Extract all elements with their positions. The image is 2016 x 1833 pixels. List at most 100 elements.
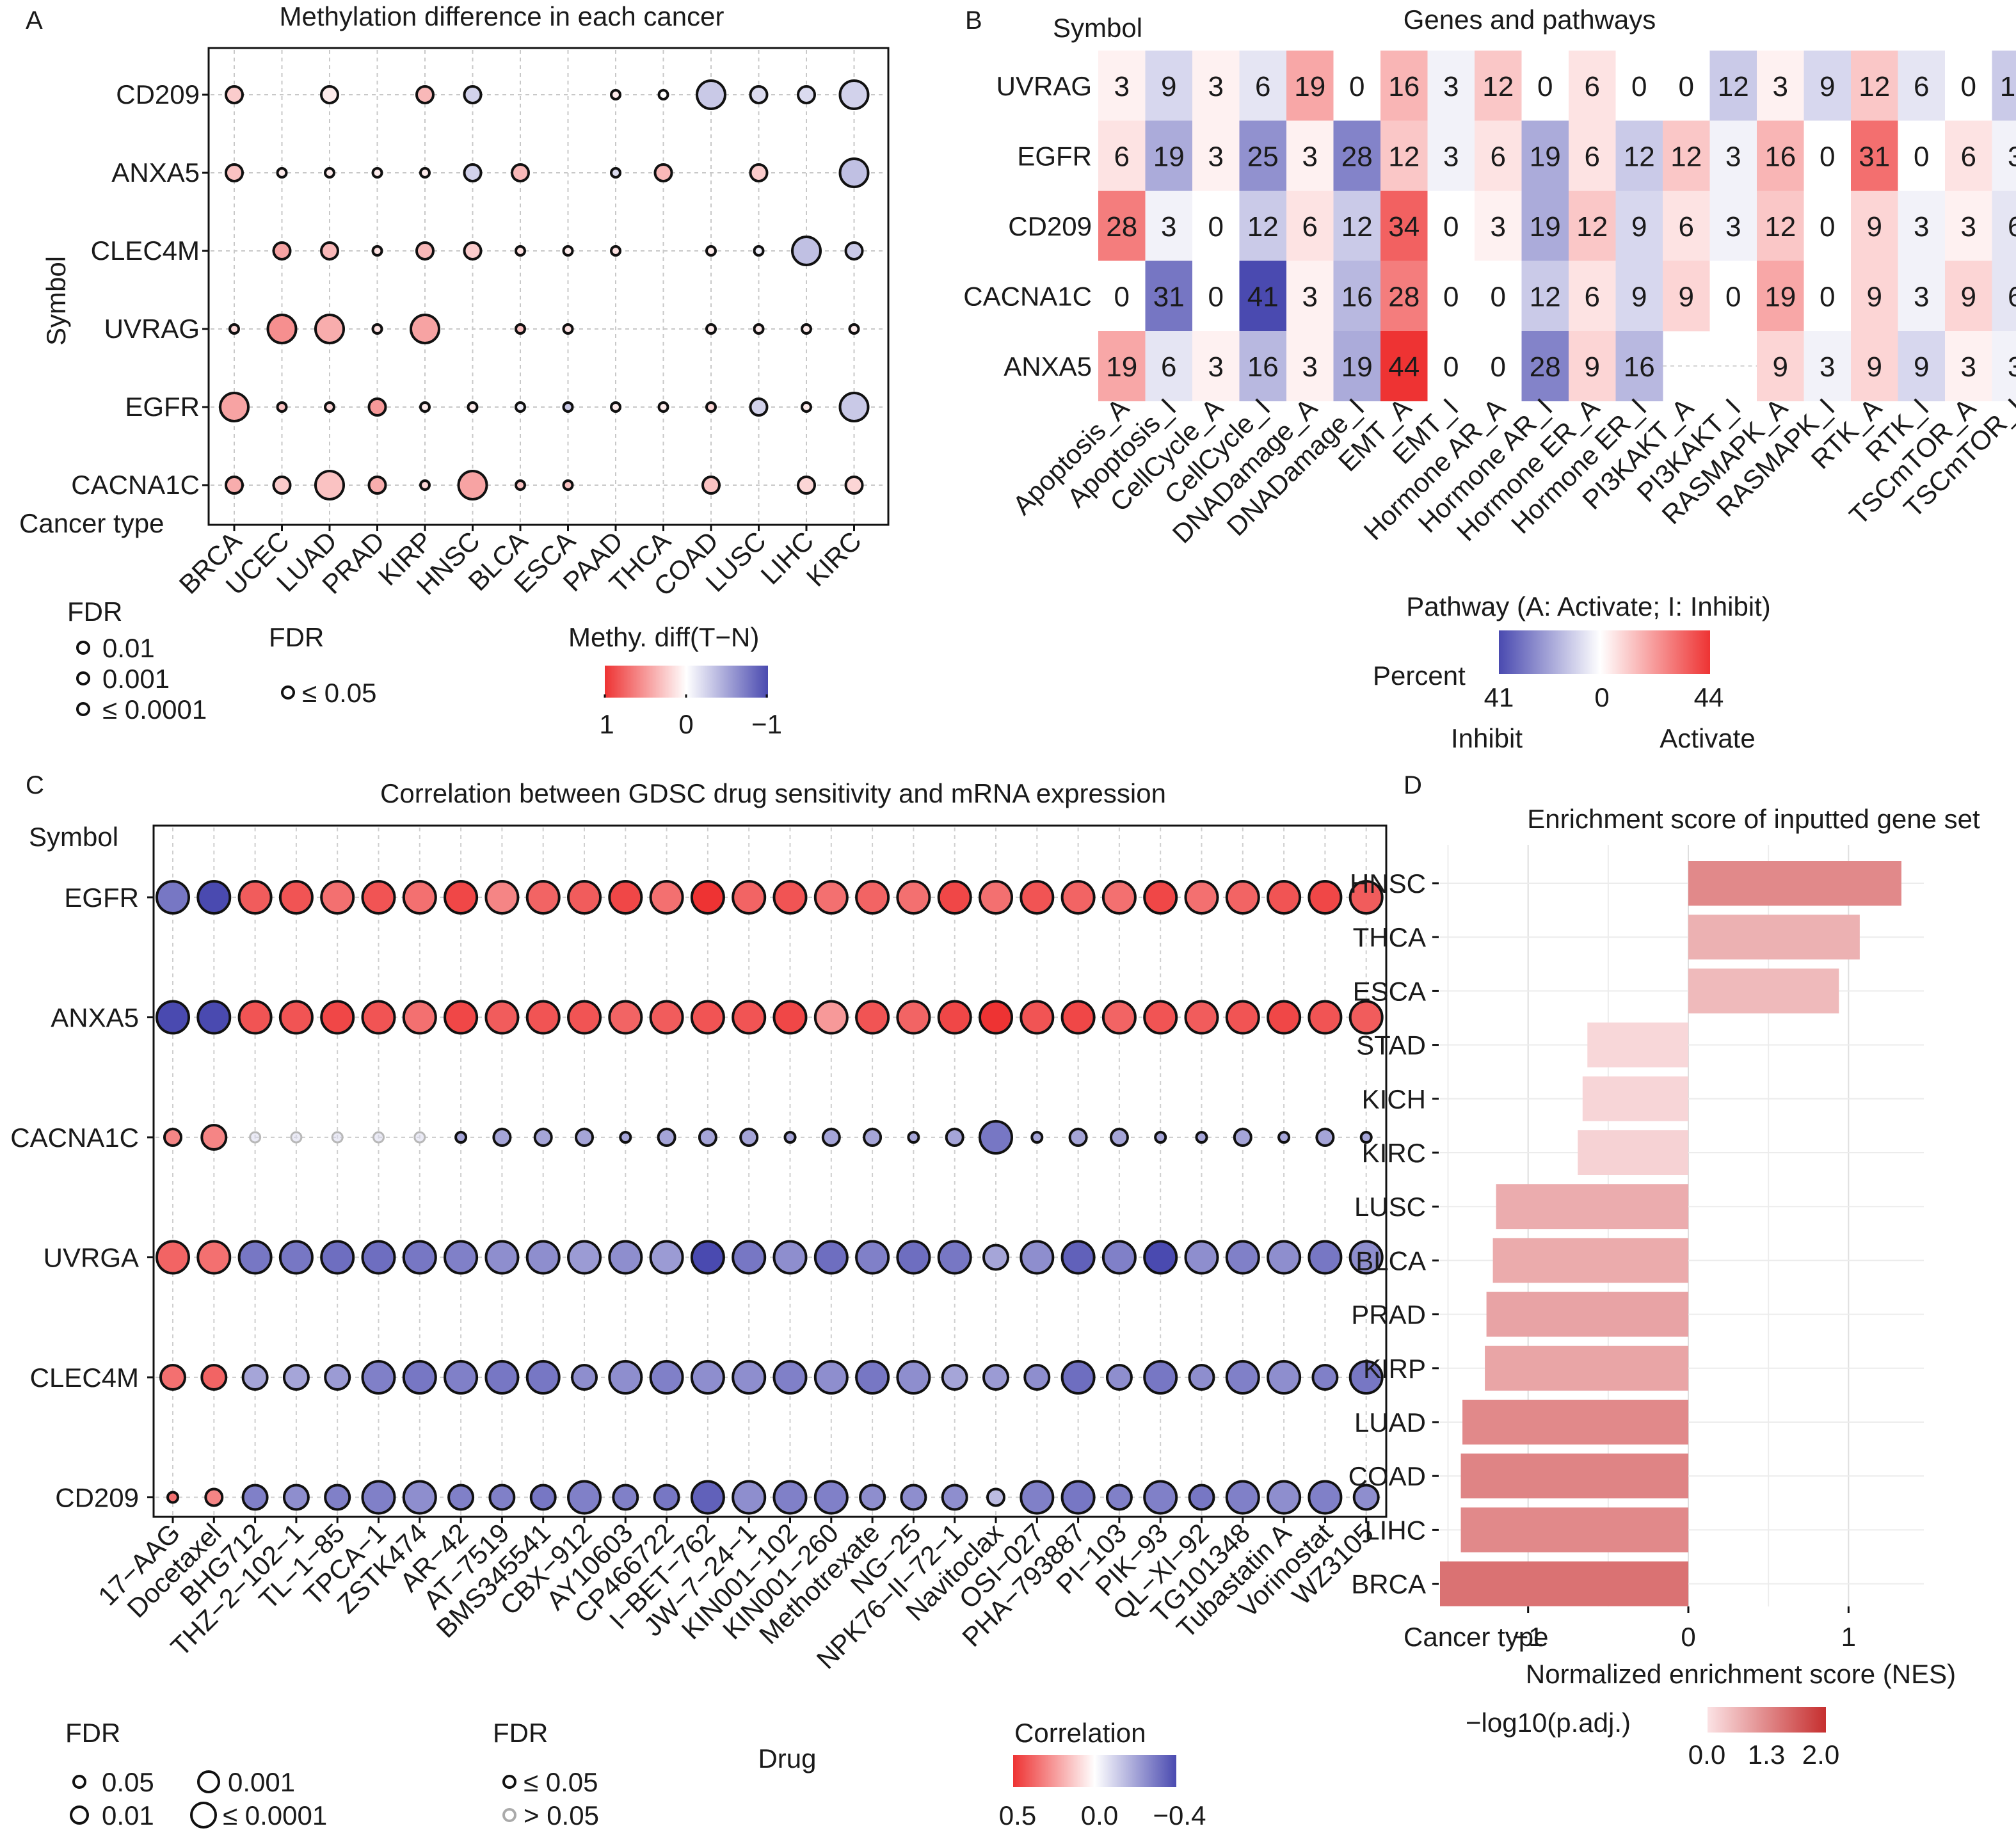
- panel-a-title: Methylation difference in each cancer: [280, 1, 724, 31]
- panel-c-dot: [361, 1000, 396, 1035]
- panel-b-cell: [1333, 331, 1381, 401]
- panel-c-title: Correlation between GDSC drug sensitivit…: [380, 778, 1166, 808]
- panel-b-cell-value: 6: [1302, 211, 1318, 243]
- panel-c-row-label: EGFR: [64, 883, 139, 913]
- panel-c-dot: [156, 1000, 190, 1035]
- panel-a-dot: [272, 241, 292, 260]
- panel-c-dot: [979, 1000, 1013, 1035]
- panel-a: A Methylation difference in each cancer …: [19, 1, 890, 739]
- panel-b-cell: [1475, 191, 1522, 261]
- panel-c-dot: [1188, 1364, 1215, 1391]
- panel-b-cell: [1569, 191, 1616, 261]
- panel-b-row-label: CACNA1C: [963, 281, 1092, 311]
- panel-d-row-labels: HNSC THCA ESCA STAD KICH KIRC LUSC BLCA PRAD KIRP…: [1348, 868, 1439, 1599]
- panel-a-dot: [562, 401, 574, 413]
- panel-a-xlabel: Cancer type: [19, 508, 164, 538]
- panel-d-bar: [1496, 1184, 1689, 1229]
- panel-c-row-label: CD209: [55, 1483, 139, 1513]
- panel-a-dot: [515, 401, 526, 413]
- panel-c-dot: [241, 1364, 269, 1391]
- panel-b-cell-value: 34: [1388, 211, 1420, 243]
- panel-c-dot: [813, 1240, 849, 1275]
- panel-c-dot: [159, 1364, 186, 1391]
- panel-c-dot: [608, 1000, 643, 1035]
- panel-a-dot: [838, 157, 870, 188]
- panel-c-dot: [813, 1480, 849, 1515]
- panel-b-cell: [1898, 51, 1946, 121]
- panel-b-cell-value: 3: [2008, 141, 2016, 172]
- panel-a-dot: [705, 323, 717, 335]
- panel-c-dot: [653, 1484, 680, 1511]
- panel-a-dot: [610, 245, 621, 257]
- panel-b-cell-value: 0: [1961, 71, 1976, 102]
- panel-b-cell-value: 0: [1443, 211, 1459, 243]
- panel-b-cell: [1945, 120, 1992, 191]
- panel-d-colorbar-ticks: 0.0 1.3 2.0: [1688, 1740, 1839, 1770]
- panel-d-x-tick-label: 0: [1681, 1622, 1695, 1652]
- panel-b-cell-value: 12: [1576, 211, 1608, 243]
- panel-c-dot: [204, 1487, 224, 1507]
- panel-a-dot: [562, 245, 574, 257]
- panel-c-xlabel: Drug: [758, 1743, 816, 1773]
- panel-a-ylabel: Symbol: [41, 256, 71, 346]
- panel-a-grid: [211, 50, 886, 523]
- panel-b-cell-value: 3: [1443, 71, 1459, 102]
- panel-c-fdr-label: 0.001: [228, 1767, 295, 1797]
- panel-b-cell: [1098, 331, 1146, 401]
- panel-c-dot: [855, 1240, 890, 1275]
- panel-b-cell-value: 12: [2000, 71, 2016, 102]
- panel-c-dot: [945, 1128, 964, 1147]
- panel-d-letter: D: [1404, 771, 1422, 799]
- panel-c-dot: [1060, 1000, 1096, 1035]
- panel-a-fdr-symbol: [76, 671, 90, 685]
- panel-a-dot: [749, 397, 769, 417]
- panel-c-fdr2-significant-symbol: [502, 1775, 516, 1789]
- panel-c-dot: [649, 880, 684, 915]
- panel-c-dot: [1311, 1364, 1339, 1391]
- panel-b-cell: [1239, 331, 1287, 401]
- panel-d-bar: [1688, 915, 1860, 960]
- panel-d-row-label: ESCA: [1353, 976, 1426, 1006]
- panel-c-dot: [690, 880, 725, 915]
- panel-a-dot: [515, 323, 526, 335]
- panel-b-cell: [1521, 260, 1569, 332]
- panel-c-dot: [821, 1128, 841, 1147]
- panel-a-dot: [272, 476, 292, 495]
- panel-a-colorbar: [605, 666, 768, 698]
- panel-c-fdr2-title: FDR: [493, 1718, 548, 1748]
- panel-d-row-label: LIHC: [1364, 1515, 1426, 1545]
- panel-c-dot: [982, 1364, 1009, 1391]
- panel-c-dot: [896, 1240, 931, 1275]
- panel-a-dot: [562, 479, 574, 491]
- panel-b-cell: [1380, 331, 1428, 401]
- panel-b-cell-value: 16: [1624, 351, 1655, 383]
- panel-b-cell: [1992, 331, 2016, 401]
- panel-b-cell: [1286, 331, 1334, 401]
- panel-c-dot: [1267, 1480, 1302, 1515]
- panel-c-dot: [492, 1128, 512, 1147]
- panel-b-cell-value: 9: [1631, 211, 1647, 243]
- panel-b-cell-value: 16: [1247, 351, 1279, 383]
- panel-b-cell-value: 19: [1341, 351, 1373, 383]
- panel-b-cell-value: 6: [1585, 71, 1600, 102]
- panel-c-dot: [1023, 1364, 1051, 1391]
- panel-b-cell: [1333, 260, 1381, 332]
- panel-c-dot: [1195, 1131, 1208, 1144]
- panel-c-dot: [402, 1000, 437, 1035]
- panel-c-dot: [402, 880, 437, 915]
- panel-c-dot: [1267, 1360, 1302, 1395]
- panel-a-dot: [653, 163, 673, 182]
- panel-a-colorbar-ticks: 1 0 −1: [599, 694, 782, 739]
- panel-b-cell: [1709, 260, 1757, 332]
- panel-d-row-label: LUSC: [1354, 1192, 1426, 1222]
- panel-a-dot: [610, 401, 621, 413]
- panel-c-dot: [361, 1480, 396, 1515]
- panel-c-dot: [1315, 1128, 1335, 1147]
- panel-d-row-label: KIRC: [1362, 1138, 1426, 1168]
- panel-b-row-label: CD209: [1008, 211, 1092, 241]
- panel-c-dot: [859, 1484, 886, 1511]
- panel-d-row-label: BRCA: [1351, 1569, 1426, 1599]
- panel-c-dot: [739, 1128, 759, 1147]
- panel-c-colorbar: [1013, 1755, 1176, 1787]
